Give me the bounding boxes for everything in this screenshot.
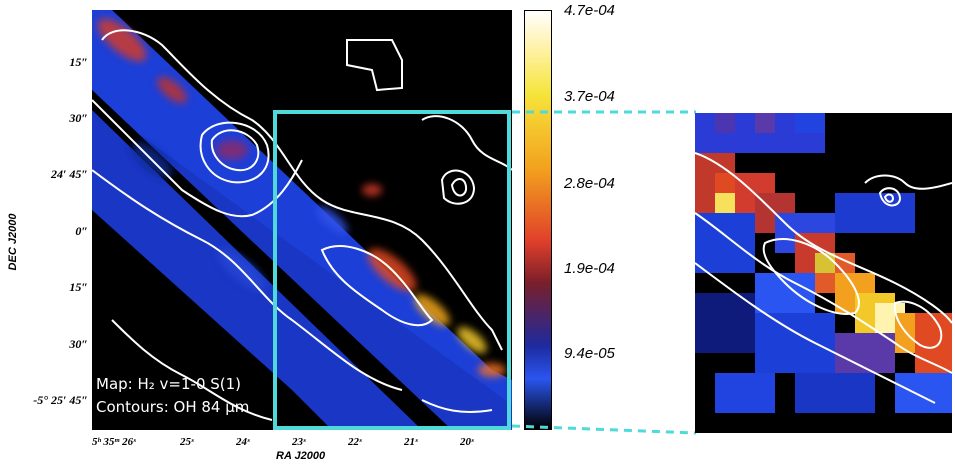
ra-tick-label: 25ˢ: [180, 436, 194, 448]
lower-emission-strip: [92, 100, 512, 430]
dec-axis-title: DEC J2000: [7, 213, 19, 271]
ra-tick-label: 21ˢ: [404, 436, 418, 448]
dec-tick-label: 0″: [75, 224, 88, 238]
ra-tick-label: 20ˢ: [460, 436, 474, 448]
zoom-region-box: [273, 110, 511, 430]
dec-tick-label: 15″: [69, 280, 88, 294]
ra-tick-label: 24ˢ: [236, 436, 250, 448]
colorbar-label: 9.4e-05: [564, 345, 615, 362]
h2-emission-map: [92, 10, 512, 430]
upper-emission-strip: [92, 10, 512, 430]
zoom-connector-lines: [511, 110, 697, 435]
dec-tick-label: -5° 25′ 45″: [33, 393, 88, 407]
colorbar-label: 4.7e-04: [564, 2, 615, 19]
caption-map: Map: H₂ v=1-0 S(1): [96, 375, 242, 393]
colorbar: [524, 10, 552, 430]
h2-map-panel: Map: H₂ v=1-0 S(1) Contours: OH 84 μm: [92, 10, 512, 430]
colorbar-label: 3.7e-04: [564, 88, 615, 105]
zoomed-h2-map: [695, 113, 952, 433]
oh-contours: [92, 29, 512, 421]
colorbar-label: 2.8e-04: [564, 175, 615, 192]
dec-tick-label: 15″: [69, 55, 88, 69]
zoom-panel: [695, 113, 952, 433]
ra-tick-label: 5ʰ 35ᵐ 26ˢ: [92, 436, 136, 448]
zoomed-oh-contours: [695, 152, 952, 404]
ra-tick-label: 22ˢ: [348, 436, 362, 448]
colorbar-label: 1.9e-04: [564, 260, 615, 277]
ra-tick-label: 23ˢ: [292, 436, 306, 448]
dec-tick-label: 30″: [69, 111, 88, 125]
dec-tick-label: 30″: [69, 337, 88, 351]
dec-tick-label: 24′ 45″: [50, 167, 88, 181]
ra-axis-title: RA J2000: [276, 450, 326, 462]
caption-contours: Contours: OH 84 μm: [96, 398, 250, 416]
